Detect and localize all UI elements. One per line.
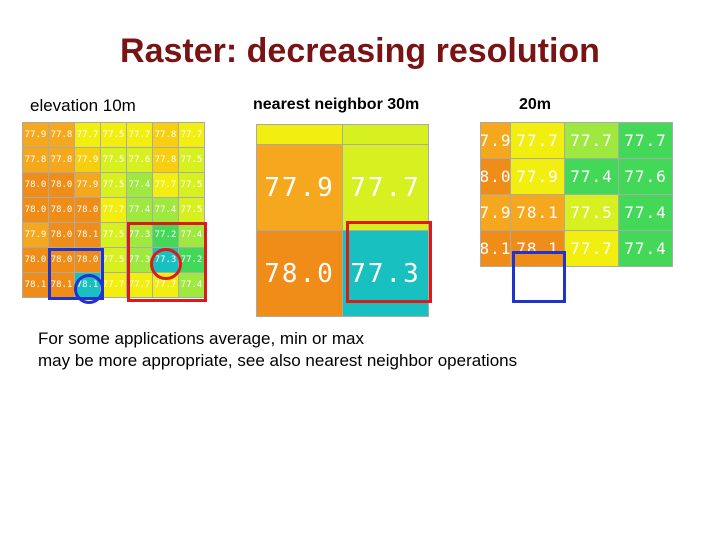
grid10-cell-r4-c5: 77.2 [153, 223, 179, 248]
note-line-1: For some applications average, min or ma… [38, 329, 364, 348]
grid10-cell-r5-c6: 77.2 [179, 248, 205, 273]
grid10-cell-r4-c4: 77.3 [127, 223, 153, 248]
grid10-cell-r5-c2: 78.0 [75, 248, 101, 273]
grid10-cell-r0-c3: 77.5 [101, 123, 127, 148]
grid10-cell-r1-c4: 77.6 [127, 148, 153, 173]
grid10-cell-r1-c5: 77.8 [153, 148, 179, 173]
grid10-cell-r4-c0: 77.9 [23, 223, 49, 248]
grid20-cell-r3-c0: 8.1 [481, 231, 511, 267]
grid20-cell-r2-c1: 78.1 [511, 195, 565, 231]
grid10-cell-r0-c0: 77.9 [23, 123, 49, 148]
grid10-cell-r6-c4: 77.7 [127, 273, 153, 298]
grid30-cell-r1-c0: 77.9 [257, 145, 343, 231]
nearest-neighbor-label: nearest neighbor 30m [253, 96, 420, 113]
grid10-cell-r4-c1: 78.0 [49, 223, 75, 248]
grid20-cell-r0-c0: 7.9 [481, 123, 511, 159]
grid10-cell-r3-c3: 77.7 [101, 198, 127, 223]
grid10-cell-r3-c4: 77.4 [127, 198, 153, 223]
grid10-cell-r3-c2: 78.0 [75, 198, 101, 223]
grid10-cell-r2-c1: 78.0 [49, 173, 75, 198]
blue-highlight-box-10m [48, 248, 104, 300]
grid10-cell-r1-c2: 77.9 [75, 148, 101, 173]
grid10-cell-r3-c5: 77.4 [153, 198, 179, 223]
note-line-2: may be more appropriate, see also neares… [38, 351, 518, 370]
elevation-label: elevation 10m [30, 96, 136, 115]
grid10-cell-r3-c1: 78.0 [49, 198, 75, 223]
grid30-cell-r1-c1: 77.7 [343, 145, 429, 231]
grid10-cell-r1-c6: 77.5 [179, 148, 205, 173]
grid30-cell-r0-c0 [257, 125, 343, 145]
grid30-cell-r0-c1 [343, 125, 429, 145]
grid10-cell-r4-c2: 78.1 [75, 223, 101, 248]
grid20-cell-r3-c3: 77.4 [619, 231, 673, 267]
grid10-cell-r5-c0: 78.0 [23, 248, 49, 273]
grid10-cell-r3-c0: 78.0 [23, 198, 49, 223]
grid10-cell-r0-c4: 77.7 [127, 123, 153, 148]
grid10-cell-r5-c3: 77.5 [101, 248, 127, 273]
grid10-cell-r2-c4: 77.4 [127, 173, 153, 198]
grid20-cell-r0-c3: 77.7 [619, 123, 673, 159]
grid10-cell-r2-c5: 77.7 [153, 173, 179, 198]
grid10-cell-r1-c1: 77.8 [49, 148, 75, 173]
grid20-cell-r1-c0: 8.0 [481, 159, 511, 195]
grid10-cell-r6-c1: 78.1 [49, 273, 75, 298]
blue-highlight-circle [74, 274, 104, 304]
grid20-cell-r2-c3: 77.4 [619, 195, 673, 231]
blue-highlight-box-20m [512, 251, 566, 303]
nearest-neighbor-30m-grid: 77.9 77.7 78.0 77.3 [256, 124, 429, 317]
grid20-cell-r1-c3: 77.6 [619, 159, 673, 195]
grid20-cell-r0-c2: 77.7 [565, 123, 619, 159]
grid30-cell-r2-c0: 78.0 [257, 231, 343, 317]
grid10-cell-r6-c3: 77.7 [101, 273, 127, 298]
red-highlight-box-30m [346, 221, 432, 303]
grid20-cell-r2-c0: 7.9 [481, 195, 511, 231]
grid10-cell-r2-c6: 77.5 [179, 173, 205, 198]
grid20-cell-r2-c2: 77.5 [565, 195, 619, 231]
red-highlight-circle [150, 248, 182, 280]
resolution-20m-grid: 7.9 77.7 77.7 77.7 8.0 77.9 77.4 77.6 7.9 78.1 77.… [480, 122, 673, 267]
grid10-cell-r0-c5: 77.8 [153, 123, 179, 148]
explanatory-note: For some applications average, min or ma… [38, 328, 517, 372]
grid20-cell-r1-c2: 77.4 [565, 159, 619, 195]
red-highlight-box-10m [127, 222, 207, 302]
grid20-cell-r3-c1: 78.1 [511, 231, 565, 267]
grid10-cell-r1-c3: 77.5 [101, 148, 127, 173]
grid20-cell-r3-c2: 77.7 [565, 231, 619, 267]
grid10-cell-r1-c0: 77.8 [23, 148, 49, 173]
grid10-cell-r0-c6: 77.7 [179, 123, 205, 148]
grid10-cell-r0-c2: 77.7 [75, 123, 101, 148]
grid20-cell-r0-c1: 77.7 [511, 123, 565, 159]
grid10-cell-r2-c3: 77.5 [101, 173, 127, 198]
grid10-cell-r2-c0: 78.0 [23, 173, 49, 198]
grid10-cell-r4-c6: 77.4 [179, 223, 205, 248]
grid10-cell-r3-c6: 77.5 [179, 198, 205, 223]
slide-title: Raster: decreasing resolution [120, 32, 600, 70]
grid20-cell-r1-c1: 77.9 [511, 159, 565, 195]
grid10-cell-r2-c2: 77.9 [75, 173, 101, 198]
resolution-20m-label: 20m [519, 96, 552, 113]
grid10-cell-r5-c1: 78.0 [49, 248, 75, 273]
grid10-cell-r6-c0: 78.1 [23, 273, 49, 298]
grid10-cell-r4-c3: 77.5 [101, 223, 127, 248]
grid10-cell-r0-c1: 77.8 [49, 123, 75, 148]
